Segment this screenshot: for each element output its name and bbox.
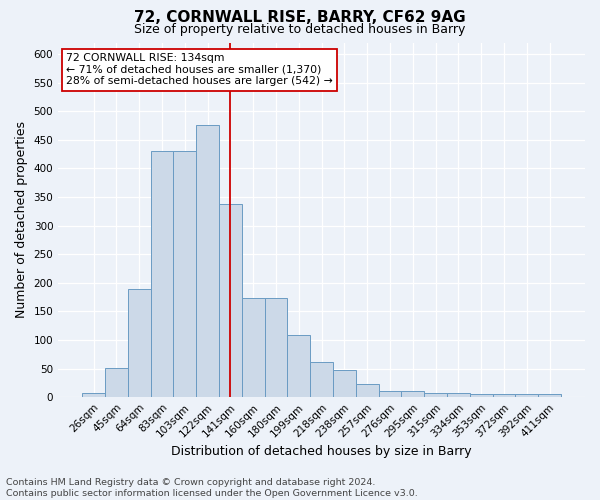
Bar [310, 362, 333, 397]
Bar [128, 288, 151, 397]
Bar [538, 394, 561, 397]
Bar [470, 394, 493, 397]
Bar [219, 204, 242, 397]
Bar [401, 391, 424, 397]
Bar [515, 394, 538, 397]
Bar [379, 391, 401, 397]
X-axis label: Distribution of detached houses by size in Barry: Distribution of detached houses by size … [171, 444, 472, 458]
Bar [265, 298, 287, 397]
Bar [196, 126, 219, 397]
Text: 72, CORNWALL RISE, BARRY, CF62 9AG: 72, CORNWALL RISE, BARRY, CF62 9AG [134, 10, 466, 25]
Bar [493, 394, 515, 397]
Bar [173, 151, 196, 397]
Y-axis label: Number of detached properties: Number of detached properties [15, 122, 28, 318]
Bar [151, 151, 173, 397]
Bar [287, 336, 310, 397]
Text: 72 CORNWALL RISE: 134sqm
← 71% of detached houses are smaller (1,370)
28% of sem: 72 CORNWALL RISE: 134sqm ← 71% of detach… [66, 53, 333, 86]
Text: Size of property relative to detached houses in Barry: Size of property relative to detached ho… [134, 22, 466, 36]
Bar [333, 370, 356, 397]
Bar [105, 368, 128, 397]
Bar [424, 392, 447, 397]
Text: Contains HM Land Registry data © Crown copyright and database right 2024.
Contai: Contains HM Land Registry data © Crown c… [6, 478, 418, 498]
Bar [356, 384, 379, 397]
Bar [242, 298, 265, 397]
Bar [447, 393, 470, 397]
Bar [82, 393, 105, 397]
